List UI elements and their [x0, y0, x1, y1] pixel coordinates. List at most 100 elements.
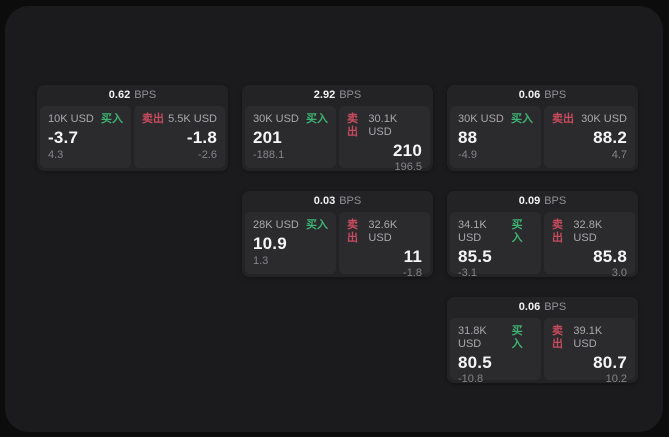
sell-delta: -2.6 [198, 149, 217, 161]
buy-amount: 31.8K USD [458, 325, 487, 350]
sell-side-label: 卖出 [552, 219, 563, 244]
buy-price: 201 [253, 128, 282, 147]
quote-panels: 31.8K USD 买入 80.5 -10.8 卖出 39.1K USD 80.… [447, 318, 638, 385]
buy-price: 85.5 [458, 247, 492, 266]
buy-price: -3.7 [48, 128, 79, 147]
sell-panel-header: 卖出 5.5K USD [142, 113, 217, 126]
quote-panels: 28K USD 买入 10.9 1.3 卖出 32.6K USD 11 -1.8 [242, 212, 433, 279]
buy-price: 80.5 [458, 353, 492, 372]
sell-panel[interactable]: 卖出 39.1K USD 80.7 10.2 [544, 318, 635, 385]
sell-price: 210 [393, 141, 422, 160]
sell-side-label: 卖出 [347, 219, 358, 244]
sell-side-label: 卖出 [142, 113, 164, 125]
sell-amount: 30K USD [581, 113, 627, 125]
quote-card: 0.62 BPS 10K USD 买入 -3.7 4.3 卖出 5.5K USD… [37, 85, 228, 171]
buy-delta: 1.3 [253, 255, 269, 267]
sell-panel-header: 卖出 30K USD [552, 113, 627, 126]
quote-card: 0.06 BPS 30K USD 买入 88 -4.9 卖出 30K USD 8… [447, 85, 638, 171]
bps-value: 0.06 [518, 301, 541, 313]
card-header: 0.09 BPS [447, 191, 638, 212]
buy-side-label: 买入 [306, 113, 328, 125]
buy-panel-header: 34.1K USD 买入 [458, 219, 533, 245]
sell-price: 85.8 [593, 247, 627, 266]
card-header: 0.03 BPS [242, 191, 433, 212]
quote-card: 2.92 BPS 30K USD 买入 201 -188.1 卖出 30.1K … [242, 85, 433, 173]
buy-delta: -3.1 [458, 267, 477, 279]
sell-side-label: 卖出 [552, 325, 563, 350]
buy-side-label: 买入 [511, 325, 523, 350]
buy-panel[interactable]: 28K USD 买入 10.9 1.3 [245, 212, 336, 274]
sell-delta: 3.0 [611, 267, 627, 279]
buy-panel[interactable]: 30K USD 买入 201 -188.1 [245, 106, 336, 168]
app-window: 0.62 BPS 10K USD 买入 -3.7 4.3 卖出 5.5K USD… [5, 6, 663, 432]
card-header: 0.06 BPS [447, 297, 638, 318]
buy-panel[interactable]: 34.1K USD 买入 85.5 -3.1 [450, 212, 541, 279]
buy-panel-header: 30K USD 买入 [458, 113, 533, 126]
buy-panel-header: 30K USD 买入 [253, 113, 328, 126]
buy-delta: -10.8 [458, 373, 484, 385]
bps-unit-label: BPS [134, 89, 157, 101]
bps-value: 0.03 [313, 195, 336, 207]
buy-price: 88 [458, 128, 478, 147]
quote-panels: 10K USD 买入 -3.7 4.3 卖出 5.5K USD -1.8 -2.… [37, 106, 228, 171]
sell-delta: 4.7 [611, 149, 627, 161]
bps-value: 0.06 [518, 89, 541, 101]
card-header: 0.06 BPS [447, 85, 638, 106]
buy-panel-header: 31.8K USD 买入 [458, 325, 533, 351]
buy-panel-header: 28K USD 买入 [253, 219, 328, 232]
bps-unit-label: BPS [544, 301, 567, 313]
sell-delta: 10.2 [605, 373, 627, 385]
sell-price: 88.2 [593, 128, 627, 147]
sell-amount: 39.1K USD [573, 325, 603, 350]
buy-amount: 34.1K USD [458, 219, 487, 244]
quote-card: 0.03 BPS 28K USD 买入 10.9 1.3 卖出 32.6K US… [242, 191, 433, 279]
bps-unit-label: BPS [544, 89, 567, 101]
buy-amount: 30K USD [253, 113, 299, 125]
quote-panels: 30K USD 买入 201 -188.1 卖出 30.1K USD 210 1… [242, 106, 433, 173]
buy-amount: 10K USD [48, 113, 94, 125]
buy-panel-header: 10K USD 买入 [48, 113, 123, 126]
buy-side-label: 买入 [511, 219, 523, 244]
bps-value: 0.09 [518, 195, 541, 207]
buy-amount: 28K USD [253, 219, 299, 231]
bps-unit-label: BPS [339, 89, 362, 101]
buy-delta: -4.9 [458, 149, 477, 161]
sell-panel-header: 卖出 39.1K USD [552, 325, 627, 351]
quote-panels: 30K USD 买入 88 -4.9 卖出 30K USD 88.2 4.7 [447, 106, 638, 171]
sell-delta: -1.8 [403, 267, 422, 279]
quote-panels: 34.1K USD 买入 85.5 -3.1 卖出 32.8K USD 85.8… [447, 212, 638, 279]
card-header: 2.92 BPS [242, 85, 433, 106]
card-header: 0.62 BPS [37, 85, 228, 106]
sell-amount: 5.5K USD [168, 113, 217, 125]
sell-panel[interactable]: 卖出 32.8K USD 85.8 3.0 [544, 212, 635, 279]
buy-side-label: 买入 [306, 219, 328, 231]
sell-amount: 32.8K USD [573, 219, 603, 244]
sell-price: 11 [403, 247, 422, 266]
sell-panel[interactable]: 卖出 5.5K USD -1.8 -2.6 [134, 106, 225, 168]
buy-side-label: 买入 [511, 113, 533, 125]
sell-side-label: 卖出 [552, 113, 574, 125]
bps-value: 2.92 [313, 89, 336, 101]
sell-panel-header: 卖出 32.8K USD [552, 219, 627, 245]
sell-panel-header: 卖出 30.1K USD [347, 113, 422, 139]
buy-panel[interactable]: 30K USD 买入 88 -4.9 [450, 106, 541, 168]
sell-side-label: 卖出 [347, 113, 358, 138]
sell-panel[interactable]: 卖出 30.1K USD 210 196.5 [339, 106, 430, 173]
sell-panel[interactable]: 卖出 30K USD 88.2 4.7 [544, 106, 635, 168]
sell-amount: 30.1K USD [368, 113, 398, 138]
quote-board: 0.62 BPS 10K USD 买入 -3.7 4.3 卖出 5.5K USD… [37, 85, 638, 385]
buy-panel[interactable]: 10K USD 买入 -3.7 4.3 [40, 106, 131, 168]
sell-price: -1.8 [186, 128, 217, 147]
sell-panel[interactable]: 卖出 32.6K USD 11 -1.8 [339, 212, 430, 279]
buy-delta: 4.3 [48, 149, 64, 161]
bps-value: 0.62 [108, 89, 131, 101]
buy-amount: 30K USD [458, 113, 504, 125]
quote-card: 0.09 BPS 34.1K USD 买入 85.5 -3.1 卖出 32.8K… [447, 191, 638, 279]
buy-panel[interactable]: 31.8K USD 买入 80.5 -10.8 [450, 318, 541, 385]
sell-delta: 196.5 [394, 161, 422, 173]
bps-unit-label: BPS [544, 195, 567, 207]
sell-amount: 32.6K USD [368, 219, 398, 244]
bps-unit-label: BPS [339, 195, 362, 207]
sell-panel-header: 卖出 32.6K USD [347, 219, 422, 245]
buy-price: 10.9 [253, 234, 287, 253]
